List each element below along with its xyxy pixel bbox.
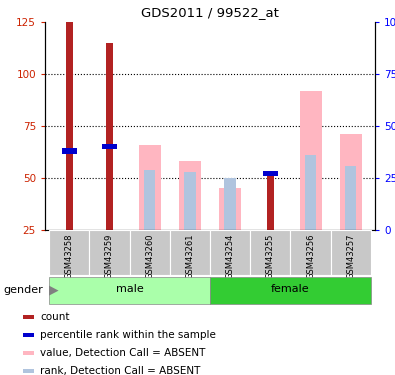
Bar xyxy=(102,144,117,149)
Bar xyxy=(299,91,322,230)
Text: female: female xyxy=(271,284,310,294)
Bar xyxy=(219,188,241,230)
Bar xyxy=(340,134,362,230)
Bar xyxy=(106,43,113,230)
Bar xyxy=(263,171,278,177)
Bar xyxy=(290,230,331,275)
Text: GSM43258: GSM43258 xyxy=(65,233,73,279)
Text: male: male xyxy=(116,284,143,294)
Bar xyxy=(23,315,34,319)
Text: value, Detection Call = ABSENT: value, Detection Call = ABSENT xyxy=(40,348,205,358)
Bar xyxy=(66,22,73,230)
Text: percentile rank within the sample: percentile rank within the sample xyxy=(40,330,216,340)
Bar xyxy=(184,172,196,230)
Text: ▶: ▶ xyxy=(45,284,58,297)
Text: GSM43261: GSM43261 xyxy=(185,233,194,279)
Bar xyxy=(345,165,357,230)
Bar xyxy=(62,148,77,153)
Title: GDS2011 / 99522_at: GDS2011 / 99522_at xyxy=(141,6,279,20)
Bar xyxy=(170,230,210,275)
Bar xyxy=(331,230,371,275)
Bar xyxy=(139,145,161,230)
Bar xyxy=(49,276,210,303)
Text: GSM43257: GSM43257 xyxy=(346,233,356,279)
Text: GSM43254: GSM43254 xyxy=(226,233,235,279)
Text: GSM43256: GSM43256 xyxy=(306,233,315,279)
Bar xyxy=(210,276,371,303)
Bar xyxy=(250,230,290,275)
Bar xyxy=(23,333,34,337)
Text: gender: gender xyxy=(3,285,43,295)
Bar xyxy=(210,230,250,275)
Bar xyxy=(305,155,316,230)
Text: count: count xyxy=(40,312,70,322)
Text: GSM43255: GSM43255 xyxy=(266,233,275,279)
Bar xyxy=(267,176,274,230)
Bar xyxy=(224,178,236,230)
Text: GSM43259: GSM43259 xyxy=(105,233,114,279)
Text: GSM43260: GSM43260 xyxy=(145,233,154,279)
Bar xyxy=(144,170,155,230)
Bar xyxy=(89,230,130,275)
Bar xyxy=(23,369,34,373)
Bar xyxy=(23,351,34,355)
Text: rank, Detection Call = ABSENT: rank, Detection Call = ABSENT xyxy=(40,366,201,375)
Bar xyxy=(179,161,201,230)
Bar xyxy=(49,230,89,275)
Bar xyxy=(130,230,170,275)
